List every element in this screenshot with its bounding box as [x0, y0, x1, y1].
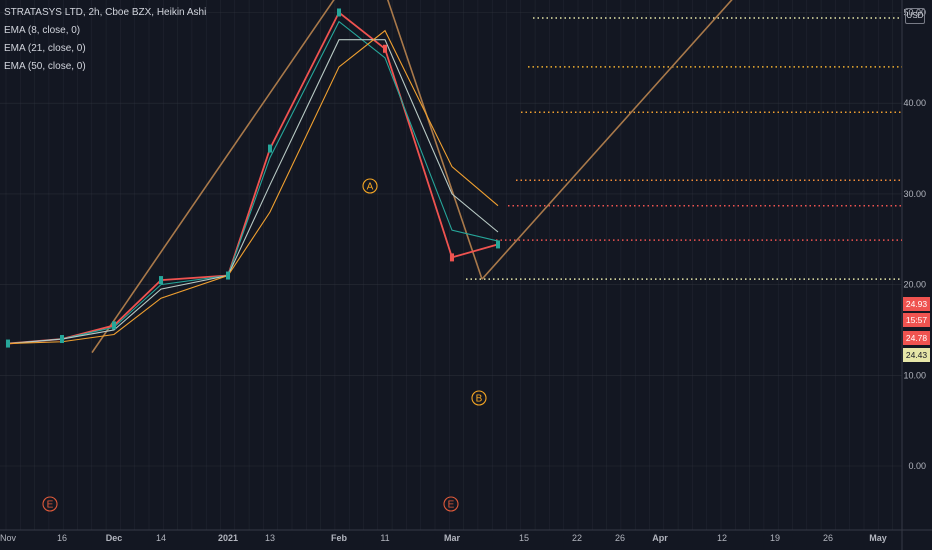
x-tick-label: Nov — [0, 533, 16, 543]
x-tick-label: 26 — [823, 533, 833, 543]
series-line-ema-1 — [7, 20, 499, 345]
wave-line-projection — [481, 0, 733, 280]
x-tick-label: 12 — [717, 533, 727, 543]
wave-label-e1: E — [47, 500, 54, 511]
ema-8-label[interactable]: EMA (8, close, 0) — [4, 25, 81, 36]
x-tick-label: 15 — [519, 533, 529, 543]
price-label-last-bg — [903, 348, 930, 362]
wave-label-a-circle — [362, 178, 378, 194]
candle-mark — [496, 240, 500, 249]
wave-label-e2-circle — [443, 496, 459, 512]
wave-label-a: A — [367, 182, 374, 193]
y-tick-label: 40.00 — [903, 98, 926, 108]
price-label-high: 24.93 — [906, 299, 928, 309]
x-tick-label: 19 — [770, 533, 780, 543]
candle-mark — [159, 276, 163, 285]
x-tick-label: Feb — [331, 533, 348, 543]
chart-legend: STRATASYS LTD, 2h, Cboe BZX, Heikin Ashi… — [4, 4, 206, 76]
wave-label-b-circle — [471, 390, 487, 406]
ema-21-label[interactable]: EMA (21, close, 0) — [4, 43, 86, 54]
x-tick-label: Mar — [444, 533, 461, 543]
ema-50-label[interactable]: EMA (50, close, 0) — [4, 61, 86, 72]
candle-mark — [60, 335, 64, 344]
price-label-high-bg — [903, 297, 930, 311]
wave-line-up — [91, 0, 335, 354]
y-tick-label: 10.00 — [903, 370, 926, 380]
x-tick-label: 13 — [265, 533, 275, 543]
x-tick-label: Dec — [106, 533, 123, 543]
countdown-label-bg — [903, 313, 930, 327]
y-tick-label: 30.00 — [903, 189, 926, 199]
series-line-ema-3 — [7, 29, 499, 345]
price-label-ema-bg — [903, 331, 930, 345]
x-tick-label: 14 — [156, 533, 166, 543]
y-tick-label: 20.00 — [903, 280, 926, 290]
candle-mark — [6, 339, 10, 348]
symbol-title: STRATASYS LTD, 2h, Cboe BZX, Heikin Ashi — [4, 7, 207, 18]
candle-mark — [226, 271, 230, 280]
candle-mark — [383, 44, 387, 53]
x-tick-label: Apr — [652, 533, 668, 543]
wave-label-e1-circle — [42, 496, 58, 512]
candle-mark — [450, 253, 454, 262]
wave-label-b: B — [476, 394, 483, 405]
x-tick-label: 22 — [572, 533, 582, 543]
x-tick-label: 16 — [57, 533, 67, 543]
x-tick-label: May — [869, 533, 887, 543]
price-label-last: 24.43 — [906, 350, 928, 360]
candle-mark — [268, 144, 272, 153]
x-tick-label: 11 — [380, 533, 389, 543]
y-tick-label: 0.00 — [908, 461, 926, 471]
x-tick-label: 2021 — [218, 533, 238, 543]
price-label-ema: 24.78 — [906, 333, 928, 343]
currency-button[interactable]: USD — [905, 8, 925, 24]
series-line-ema-2 — [7, 39, 499, 345]
y-tick-label: 50.00 — [903, 8, 926, 18]
series-line-price — [7, 11, 499, 345]
wave-label-e2: E — [448, 500, 455, 511]
x-tick-label: 26 — [615, 533, 625, 543]
wave-line-down — [386, 0, 483, 280]
countdown-label: 15:57 — [906, 315, 928, 325]
candle-mark — [337, 8, 341, 17]
candle-mark — [112, 321, 116, 330]
